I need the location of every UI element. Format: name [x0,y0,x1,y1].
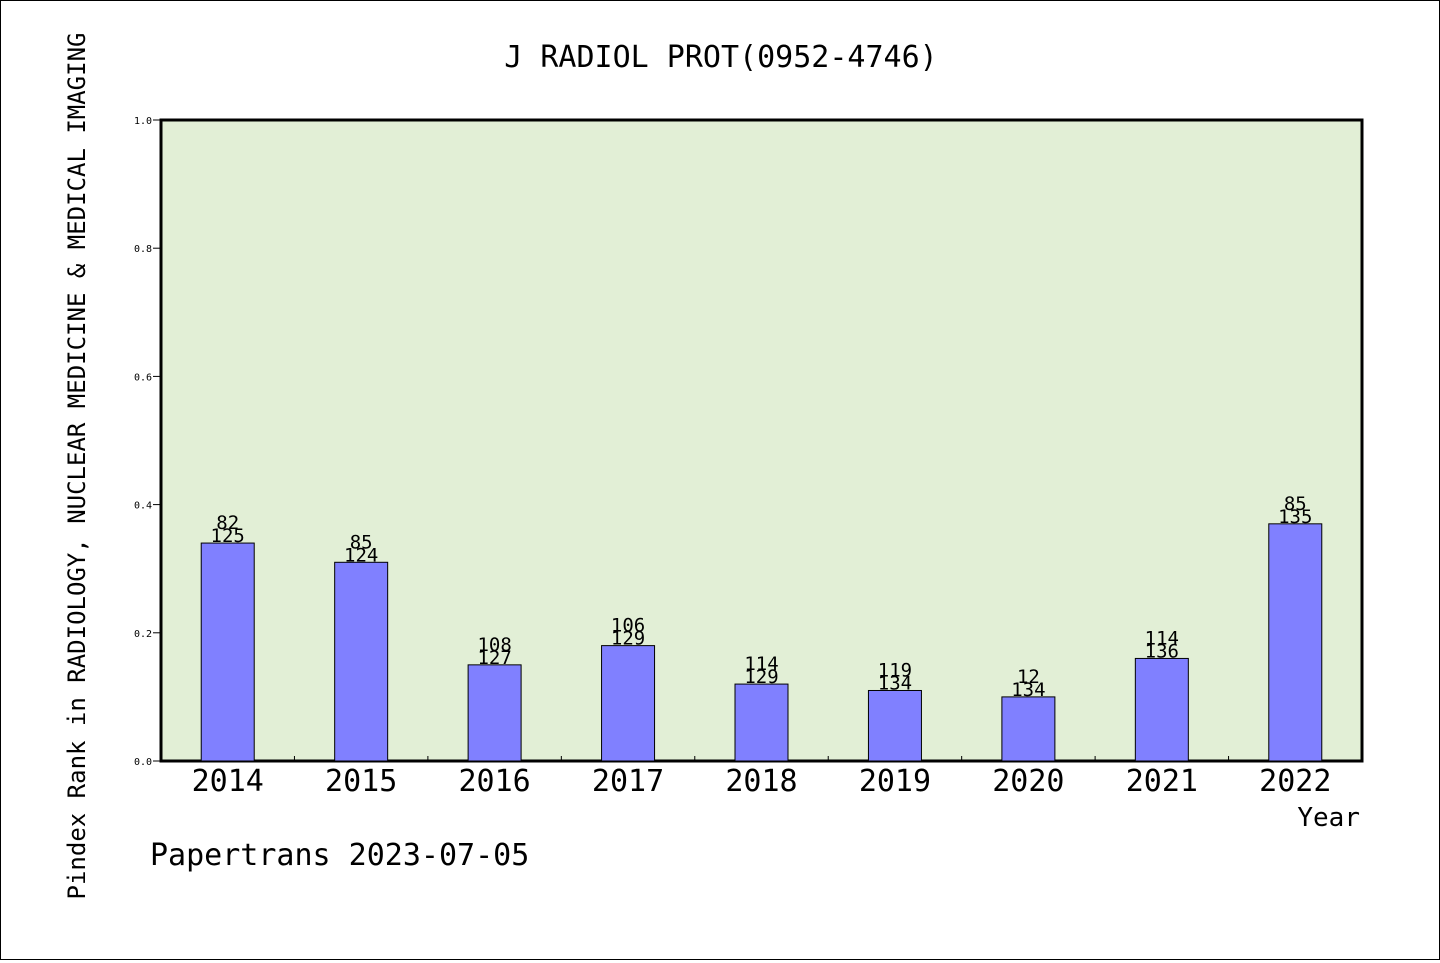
x-tick-label: 2019 [859,764,931,799]
x-axis-label: Year [1297,803,1360,833]
bar-rank-label: 106 [611,615,645,637]
bar-rank-label: 82 [216,512,239,534]
bar-total-label: 127 [477,647,511,669]
chart-title: J RADIOL PROT(0952-4746) [504,40,937,75]
bar [1001,696,1056,762]
credit-text: Papertrans 2023-07-05 [150,838,529,873]
y-tick-label: 0.0 [134,757,152,768]
bar [1268,523,1323,762]
bar [867,689,922,762]
y-axis-label: Pindex Rank in RADIOLOGY, NUCLEAR MEDICI… [63,33,91,900]
bar [467,664,522,762]
bar-rank-label: 85 [1284,493,1307,515]
x-tick-label: 2018 [725,764,797,799]
bar-rank-label: 119 [878,659,912,681]
y-axis-ticks: 0.0 0.2 0.4 0.6 0.8 1.0 [134,116,161,768]
bar-rank-label: 114 [744,653,778,675]
bar-total-label: 124 [344,544,378,566]
bar-total-label: 136 [1145,640,1179,662]
bar [734,683,789,762]
bar [601,645,656,762]
x-tick-label: 2015 [325,764,397,799]
bar [334,561,389,762]
x-tick-label: 2020 [992,764,1064,799]
bar-total-label: 134 [1011,679,1045,701]
bar-total-label: 129 [744,666,778,688]
x-tick-label: 2022 [1259,764,1331,799]
bar-total-label: 129 [611,628,645,650]
bar [200,542,255,762]
y-tick-label: 1.0 [134,116,152,127]
x-tick-label: 2021 [1126,764,1198,799]
y-tick-label: 0.8 [134,244,152,255]
bar [1134,657,1189,762]
x-tick-label: 2017 [592,764,664,799]
x-axis-ticks: 2014 2015 2016 2017 2018 2019 2020 2021 2022 [192,756,1331,799]
bar-rank-label: 12 [1017,666,1040,688]
bar-total-label: 134 [878,672,912,694]
x-tick-label: 2016 [458,764,530,799]
bar-total-label: 125 [211,525,245,547]
bar-rank-label: 108 [477,634,511,656]
bar-rank-label: 85 [350,531,373,553]
bar-rank-label: 114 [1145,627,1179,649]
y-tick-label: 0.6 [134,372,152,383]
y-tick-label: 0.2 [134,629,152,640]
y-tick-label: 0.4 [134,501,152,512]
x-tick-label: 2014 [192,764,264,799]
bar-total-label: 135 [1278,506,1312,528]
